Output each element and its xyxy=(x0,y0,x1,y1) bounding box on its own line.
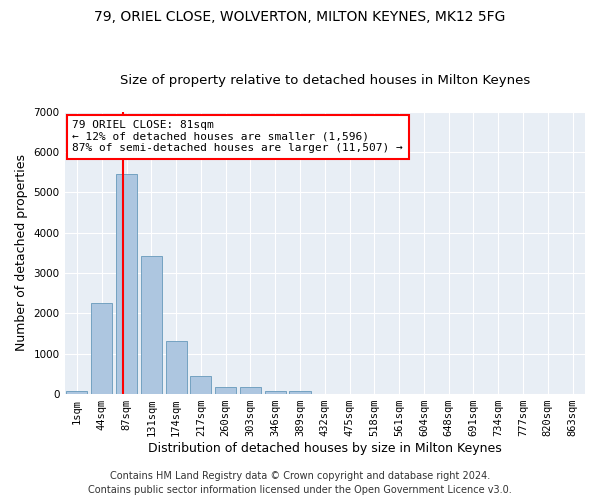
Bar xyxy=(289,392,311,394)
Bar xyxy=(116,174,137,394)
Title: Size of property relative to detached houses in Milton Keynes: Size of property relative to detached ho… xyxy=(119,74,530,87)
X-axis label: Distribution of detached houses by size in Milton Keynes: Distribution of detached houses by size … xyxy=(148,442,502,455)
Text: 79 ORIEL CLOSE: 81sqm
← 12% of detached houses are smaller (1,596)
87% of semi-d: 79 ORIEL CLOSE: 81sqm ← 12% of detached … xyxy=(73,120,403,154)
Text: 79, ORIEL CLOSE, WOLVERTON, MILTON KEYNES, MK12 5FG: 79, ORIEL CLOSE, WOLVERTON, MILTON KEYNE… xyxy=(94,10,506,24)
Text: Contains HM Land Registry data © Crown copyright and database right 2024.
Contai: Contains HM Land Registry data © Crown c… xyxy=(88,471,512,495)
Bar xyxy=(190,376,211,394)
Bar xyxy=(141,256,162,394)
Bar xyxy=(91,303,112,394)
Y-axis label: Number of detached properties: Number of detached properties xyxy=(15,154,28,352)
Bar xyxy=(240,387,261,394)
Bar xyxy=(67,391,88,394)
Bar xyxy=(265,391,286,394)
Bar xyxy=(215,386,236,394)
Bar xyxy=(166,342,187,394)
